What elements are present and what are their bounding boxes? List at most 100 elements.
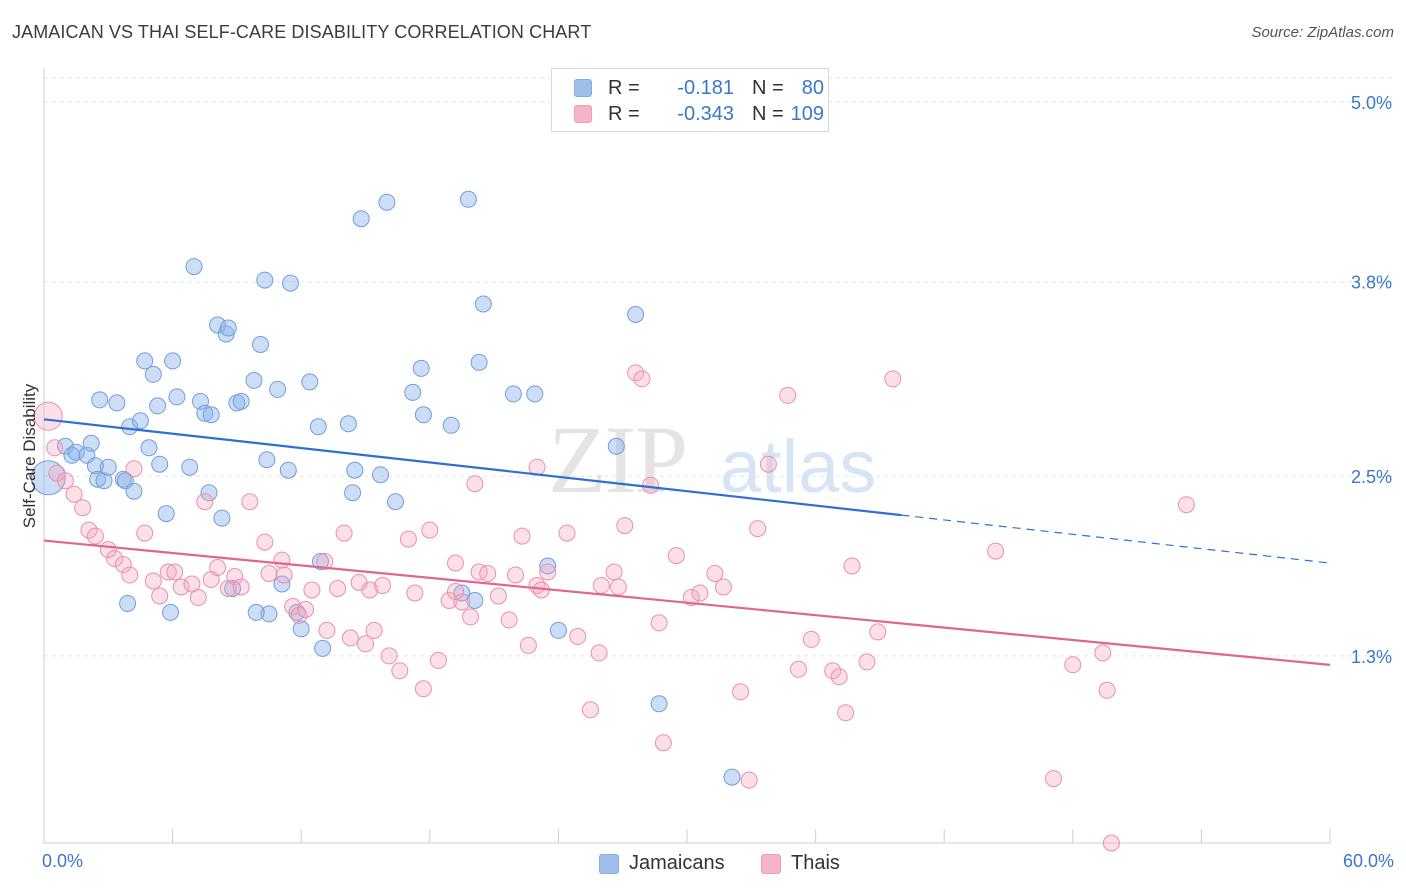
thai-point-26	[232, 578, 250, 596]
thai-point-63	[513, 527, 531, 545]
thai-point-73	[605, 563, 623, 581]
watermark-zip: ZIP	[548, 406, 686, 513]
jamaican-point-22	[157, 505, 175, 523]
thai-point-74	[609, 578, 627, 596]
jamaican-point-55	[378, 193, 396, 211]
jamaican-point-62	[453, 584, 471, 602]
thai-point-44	[365, 621, 383, 639]
thai-point-34	[297, 601, 314, 618]
thai-point-78	[642, 476, 660, 494]
jamaican-point-34	[219, 319, 237, 337]
thai-point-17	[166, 563, 184, 581]
jamaican-point-51	[339, 415, 357, 433]
jamaican-point-23	[164, 352, 182, 370]
x-axis-max-label: 60.0%	[1342, 851, 1394, 871]
jamaican-point-61	[442, 416, 460, 434]
jamaican-point-31	[209, 316, 227, 334]
legend-n-value: 80	[801, 77, 824, 99]
thai-point-104	[1098, 681, 1116, 699]
thai-point-48	[399, 530, 417, 548]
thai-point-64	[519, 636, 537, 654]
jamaican-point-16	[131, 412, 149, 430]
thai-point-7	[86, 527, 104, 545]
thai-point-77	[633, 370, 651, 388]
thai-point-62	[507, 566, 524, 584]
thai-point-70	[582, 701, 599, 719]
jamaican-point-7	[89, 470, 107, 488]
jamaican-point-76	[247, 603, 265, 621]
thais-swatch	[761, 854, 781, 874]
jamaican-point-64	[470, 353, 488, 371]
jamaican-point-17	[136, 352, 154, 370]
thai-point-80	[654, 734, 672, 752]
jamaican-point-52	[344, 484, 362, 502]
thai-point-95	[837, 704, 855, 722]
jamaican-point-29	[200, 484, 218, 502]
thai-point-92	[802, 630, 820, 648]
thai-point-49	[406, 584, 424, 602]
jamaican-point-21	[151, 455, 169, 473]
thai-point-102	[1064, 656, 1082, 674]
thai-point-61	[500, 611, 518, 629]
source-label: Source: ZipAtlas.com	[1251, 24, 1394, 41]
jamaican-point-54	[352, 210, 370, 228]
jamaicans-trend-extension	[901, 514, 1331, 564]
jamaican-point-60	[414, 406, 432, 424]
thai-point-97	[858, 653, 876, 671]
trend-lines	[43, 418, 1331, 666]
thai-point-3	[56, 472, 74, 490]
thai-point-83	[691, 584, 709, 602]
thai-point-79	[650, 614, 668, 632]
thai-point-101	[1045, 770, 1062, 788]
y-tick-labels: 1.3% 2.5% 3.8% 5.0%	[1351, 93, 1392, 667]
legend-r-label: R =	[608, 103, 640, 125]
thai-point-9	[106, 550, 124, 568]
jamaicans-swatch	[599, 854, 619, 874]
jamaican-point-3	[67, 443, 85, 461]
thai-point-45	[374, 577, 392, 594]
jamaican-point-36	[232, 392, 250, 410]
jamaican-point-25	[181, 458, 199, 476]
jamaican-point-75	[260, 605, 278, 623]
jamaican-point-47	[301, 373, 319, 391]
thai-point-10	[114, 556, 132, 573]
thais-label: Thais	[791, 852, 840, 874]
jamaican-point-19	[144, 365, 162, 383]
jamaican-point-73	[650, 695, 668, 713]
thai-point-27	[241, 493, 259, 511]
thai-point-31	[275, 566, 293, 584]
jamaican-point-69	[539, 557, 557, 575]
y-axis-label: Self-Care Disability	[20, 383, 39, 529]
watermark: ZIP atlas	[548, 406, 876, 513]
jamaican-point-43	[282, 274, 299, 292]
legend-n-label: N =	[752, 103, 784, 125]
thai-point-25	[226, 568, 244, 585]
thai-point-37	[318, 621, 336, 639]
thai-point-11	[121, 566, 139, 584]
jamaican-point-5	[82, 434, 100, 452]
thai-point-15	[151, 587, 169, 605]
thai-point-88	[749, 520, 767, 538]
jamaican-point-37	[245, 371, 263, 389]
thai-point-50	[414, 680, 432, 698]
jamaican-point-78	[119, 595, 137, 612]
y-tick-label-2: 3.8%	[1351, 273, 1392, 293]
legend-n-label: N =	[752, 77, 784, 99]
thai-point-98	[869, 623, 887, 641]
thai-point-38	[329, 580, 347, 597]
thai-point-16	[159, 563, 177, 581]
jamaican-point-53	[346, 461, 364, 479]
jamaican-point-67	[504, 385, 522, 403]
thai-point-20	[189, 589, 207, 606]
thai-point-100	[987, 542, 1005, 560]
thai-point-42	[357, 635, 374, 653]
thai-point-33	[290, 606, 308, 624]
thai-point-75	[616, 517, 634, 535]
thai-point-58	[470, 563, 488, 581]
thai-point-56	[462, 608, 479, 626]
jamaican-point-57	[387, 493, 404, 511]
jamaican-point-32	[213, 509, 231, 527]
thai-point-91	[790, 660, 807, 678]
thai-point-13	[136, 524, 154, 542]
